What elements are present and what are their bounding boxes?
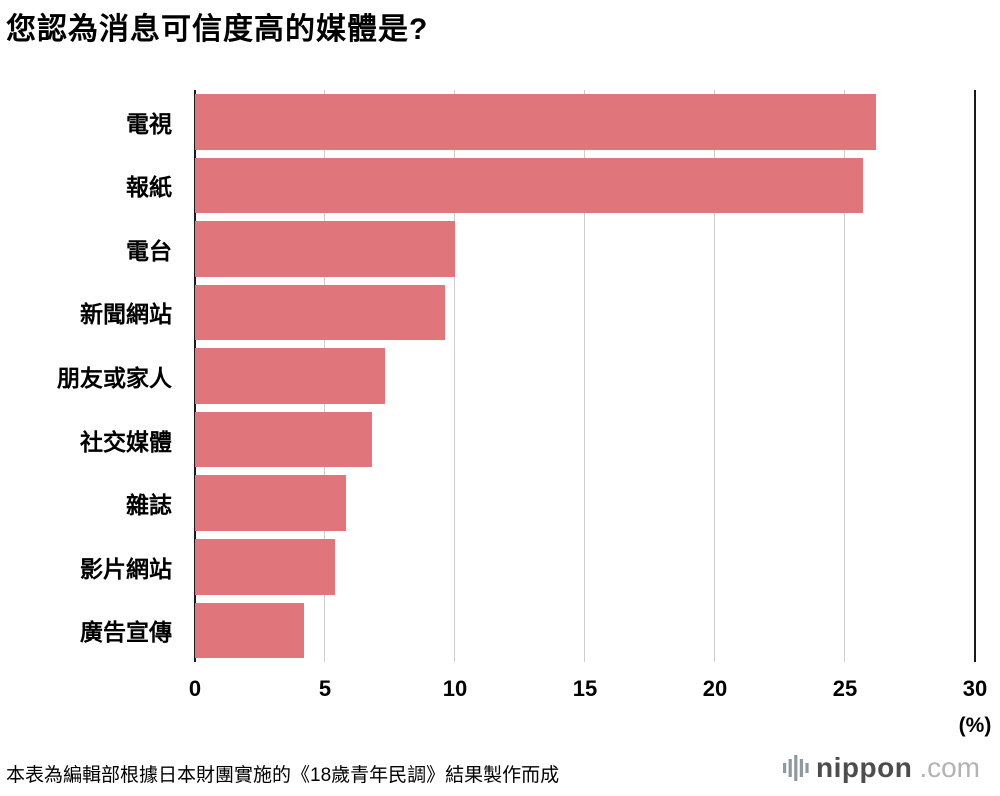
nippon-logo: nippon .com (783, 750, 980, 786)
bar-track (195, 217, 975, 281)
category-label: 影片網站 (80, 555, 172, 582)
bar (195, 411, 372, 468)
gridline-25 (844, 90, 845, 662)
category-label: 報紙 (126, 174, 172, 201)
bar-track (195, 471, 975, 535)
x-tick-label: 25 (832, 676, 858, 701)
bar-track (195, 408, 975, 472)
category-label: 廣告宣傳 (80, 619, 172, 646)
source-note: 本表為編輯部根據日本財團實施的《18歲青年民調》結果製作而成 (6, 765, 560, 786)
unit-label: (%) (958, 714, 992, 737)
x-tick-label: 10 (442, 676, 468, 701)
bar-series (195, 90, 975, 662)
bar-track (195, 535, 975, 599)
bar (195, 475, 346, 531)
bar-track (195, 154, 975, 218)
gridline-10 (453, 90, 455, 662)
plot-area: 0 5 10 15 20 25 30 (%) (189, 90, 991, 737)
bar (195, 157, 864, 214)
x-tick-label: 0 (188, 676, 202, 701)
bar (195, 94, 877, 150)
gridline-30 (974, 90, 976, 662)
gridline-15 (584, 90, 585, 662)
x-tick-label: 5 (318, 676, 332, 701)
bar (195, 348, 385, 404)
bar-track (195, 599, 975, 663)
soundwave-icon (783, 755, 809, 781)
bar (195, 602, 305, 659)
bar-track (195, 344, 975, 408)
x-tick-label: 20 (702, 676, 728, 701)
bar-track (195, 90, 975, 154)
logo-tld-text: .com (919, 752, 980, 783)
bar (195, 284, 445, 341)
bar (195, 221, 455, 277)
category-labels: 電視報紙電台新聞網站朋友或家人社交媒體雜誌影片網站廣告宣傳 (0, 90, 186, 662)
category-label: 電台 (126, 237, 172, 264)
x-tick-label: 30 (962, 676, 988, 701)
logo-brand-text: nippon (816, 752, 913, 783)
category-label: 朋友或家人 (57, 365, 172, 392)
category-label: 社交媒體 (80, 428, 172, 455)
x-tick-label: 15 (572, 676, 598, 701)
bar (195, 538, 336, 595)
gridline-20 (713, 90, 715, 662)
category-label: 電視 (126, 110, 172, 137)
category-label: 新聞網站 (80, 301, 172, 328)
chart-title: 您認為消息可信度高的媒體是? (6, 13, 429, 46)
x-axis-ticks: 0 5 10 15 20 25 30 (189, 662, 987, 706)
bar-track (195, 281, 975, 345)
category-label: 雜誌 (126, 492, 172, 519)
